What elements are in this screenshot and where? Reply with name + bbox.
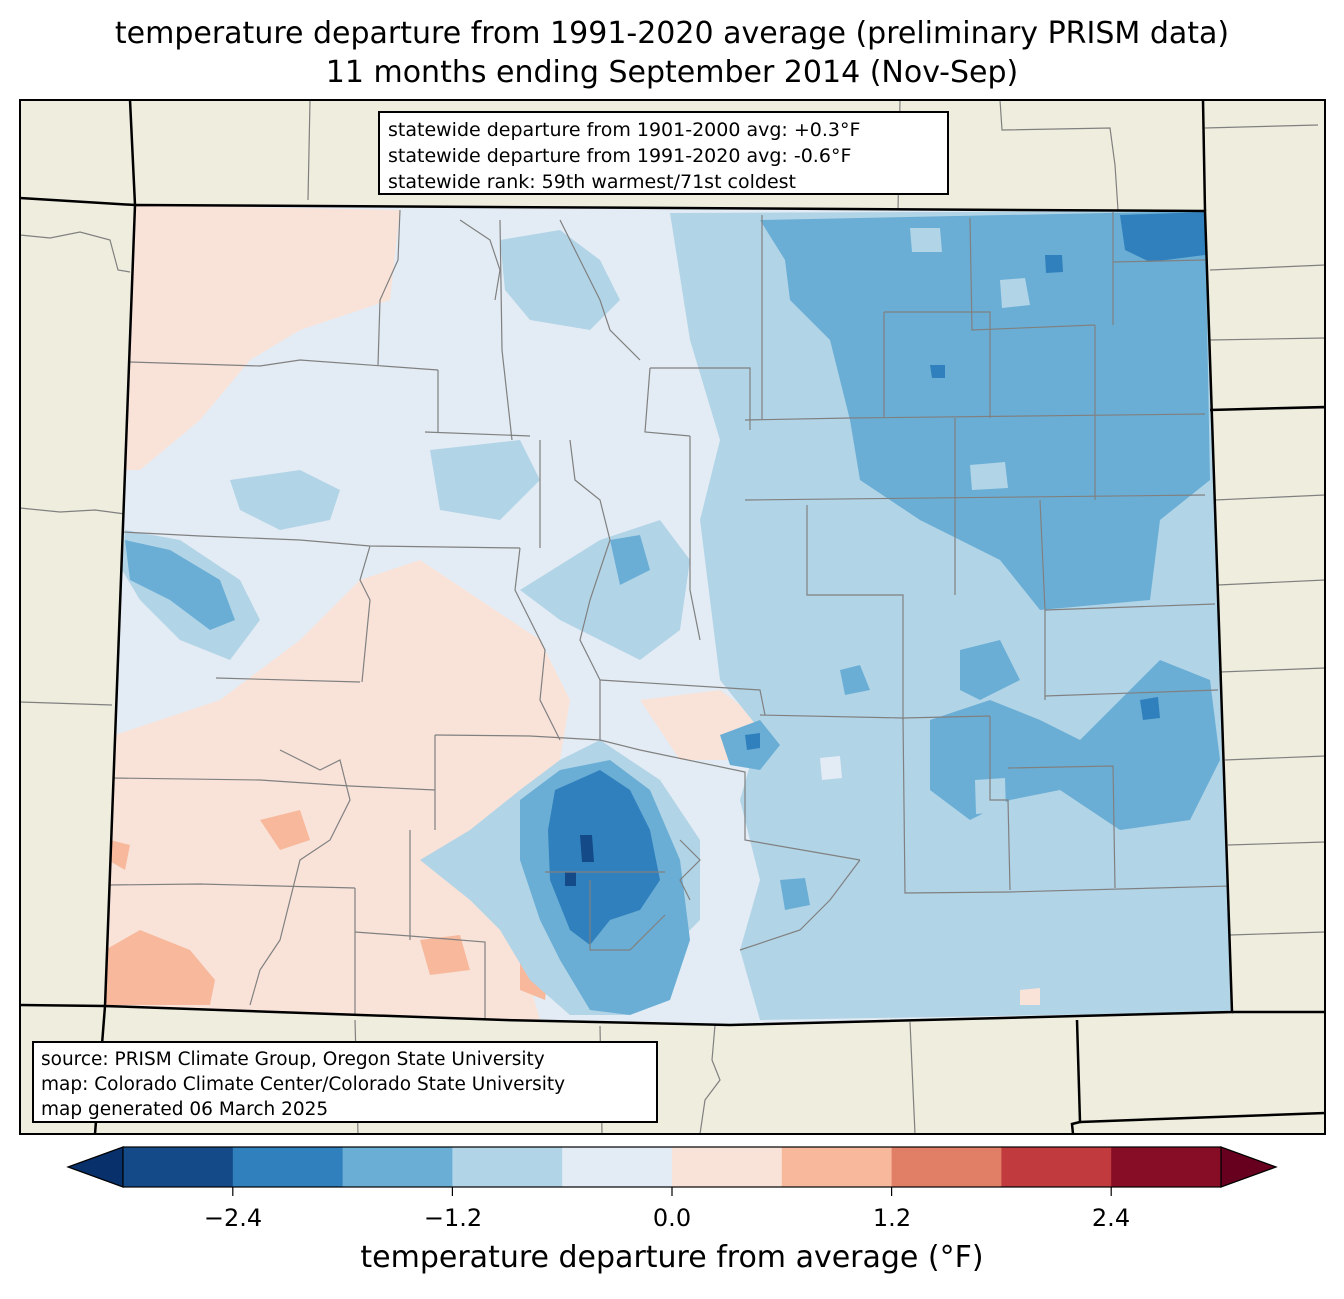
colorbar-label: temperature departure from average (°F) [360,1240,984,1275]
colorbar-bin [1001,1147,1112,1187]
colorbar-tick-label: −2.4 [203,1204,263,1232]
colorbar-tick-label: 2.4 [1091,1204,1131,1232]
county-boundaries [107,209,1231,1020]
colorbar [66,1146,1278,1196]
source-line-2: map: Colorado Climate Center/Colorado St… [41,1074,566,1095]
colorbar-bin [1111,1147,1222,1187]
colorbar-bin [123,1147,234,1187]
colorbar-bin [672,1147,783,1187]
stats-line-1: statewide departure from 1901-2000 avg: … [388,119,861,141]
colorbar-tick-label: 0.0 [652,1204,692,1232]
map-subtitle: 11 months ending September 2014 (Nov-Sep… [325,55,1019,90]
colorbar-tick-label: −1.2 [423,1204,483,1232]
colorbar-extend-high [1220,1146,1278,1188]
stats-line-2: statewide departure from 1991-2020 avg: … [388,145,852,167]
source-box: source: PRISM Climate Group, Oregon Stat… [32,1041,658,1123]
colorbar-bin [232,1147,344,1187]
source-line-1: source: PRISM Climate Group, Oregon Stat… [41,1049,545,1070]
colorbar-bin [781,1147,893,1187]
map-title: temperature departure from 1991-2020 ave… [114,16,1230,51]
departure-field [105,205,1232,1020]
colorbar-bin [562,1147,673,1187]
colorbar-bin [891,1147,1002,1187]
colorbar-bin [452,1147,563,1187]
statewide-stats-box: statewide departure from 1901-2000 avg: … [378,111,949,195]
state-lines [20,100,1325,1134]
colorbar-bin [342,1147,453,1187]
source-line-3: map generated 06 March 2025 [41,1099,329,1120]
colorbar-extend-low [66,1146,124,1188]
colorbar-tick-label: 1.2 [872,1204,912,1232]
stats-line-3: statewide rank: 59th warmest/71st coldes… [388,171,797,193]
map-frame-border [19,99,1326,1135]
